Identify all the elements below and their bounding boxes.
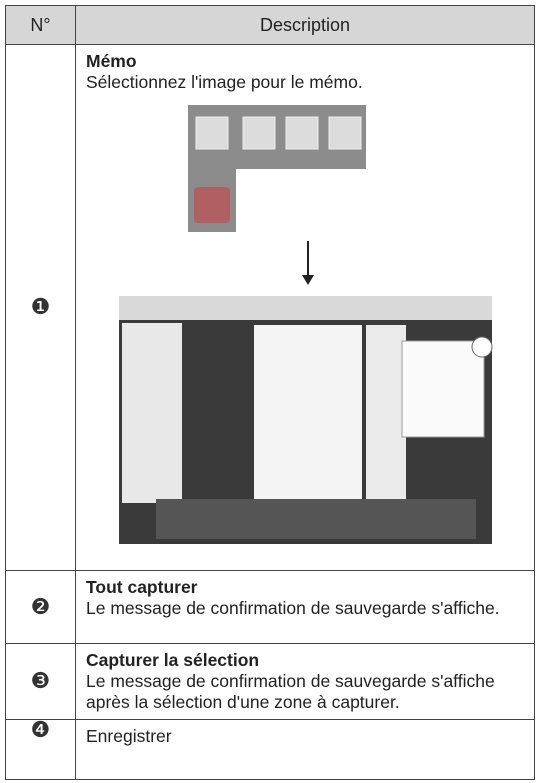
row-text: Le message de confirmation de sauvegarde… <box>86 598 500 618</box>
header-cell: Description <box>75 5 535 45</box>
screenshot-sidebar <box>122 323 182 503</box>
memo-slot <box>195 116 229 150</box>
row-description: Capturer la sélection Le message de conf… <box>75 643 535 720</box>
table: N° Description ❶ Mémo Sélectionnez l'ima… <box>5 5 535 780</box>
memo-note <box>401 340 485 438</box>
memo-slot <box>328 116 362 150</box>
row-number: ❶ <box>5 44 76 571</box>
row: ❹ Enregistrer <box>5 719 535 780</box>
row-number: ❷ <box>5 570 76 644</box>
memo-slot <box>242 116 276 150</box>
header-cell: N° <box>5 5 76 45</box>
row-description: Enregistrer <box>75 719 535 780</box>
row: ❷ Tout capturer Le message de confirmati… <box>5 570 535 644</box>
memo-panel <box>188 105 366 232</box>
arrow-head <box>302 275 314 285</box>
memo-slot <box>285 116 319 150</box>
row-title: Capturer la sélection <box>86 650 260 670</box>
close-button <box>471 336 493 358</box>
row-text: Le message de confirmation de sauvegarde… <box>86 671 495 712</box>
row-number: ❹ <box>5 719 76 780</box>
row: ❶ Mémo Sélectionnez l'image pour le mémo… <box>5 44 535 571</box>
row-number: ❸ <box>5 643 76 720</box>
row-title: Tout capturer <box>86 577 198 597</box>
screenshot-palette <box>156 499 476 539</box>
screenshot-doc <box>366 325 406 513</box>
screenshot-toolbar <box>119 296 492 320</box>
illustration <box>119 103 493 544</box>
memo-icon <box>194 187 230 223</box>
row-title: Mémo <box>86 51 137 71</box>
row-text: Sélectionnez l'image pour le mémo. <box>86 72 363 92</box>
row-description: Tout capturer Le message de confirmation… <box>75 570 535 644</box>
row-description: Mémo Sélectionnez l'image pour le mémo. <box>75 44 535 571</box>
row: ❸ Capturer la sélection Le message de co… <box>5 643 535 720</box>
row-text: Enregistrer <box>86 726 172 746</box>
header-row: N° Description <box>5 5 535 45</box>
screenshot-doc <box>254 325 362 513</box>
